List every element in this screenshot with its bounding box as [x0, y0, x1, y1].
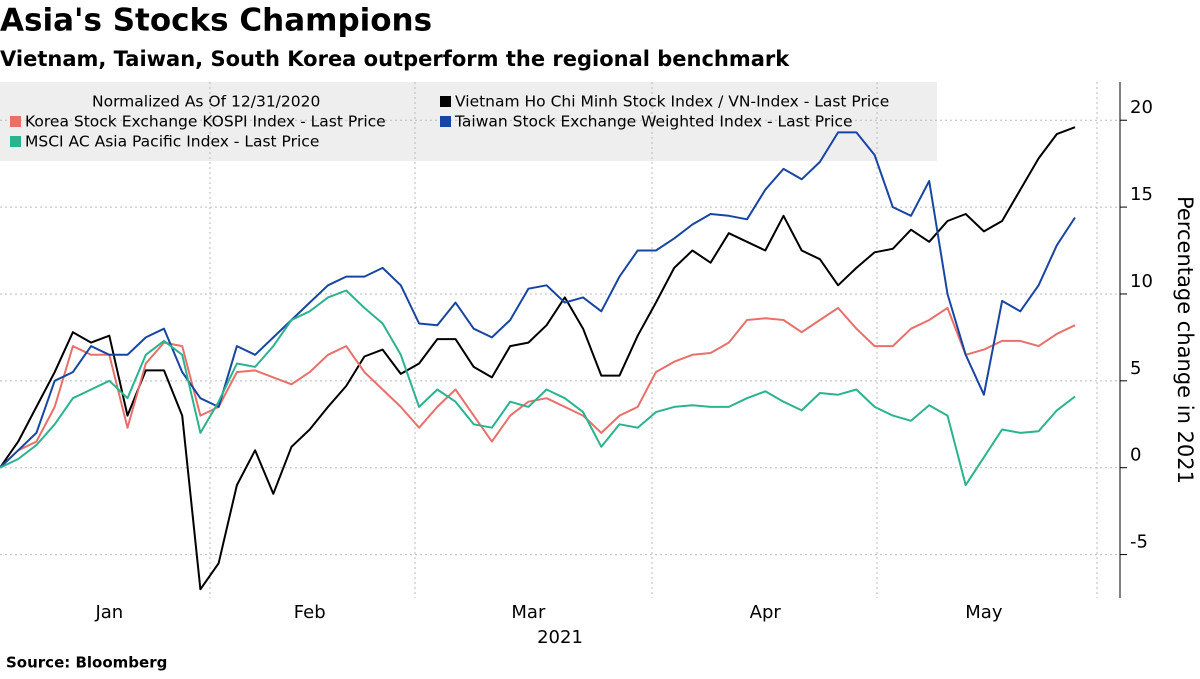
y-tick-label: 10 [1130, 271, 1153, 292]
source: Source: Bloomberg [6, 654, 167, 672]
legend-swatch [440, 96, 451, 107]
legend-swatch [440, 116, 451, 127]
legend-label: Korea Stock Exchange KOSPI Index - Last … [25, 113, 386, 131]
legend-title: Normalized As Of 12/31/2020 [92, 93, 320, 111]
legend-swatch [10, 116, 21, 127]
legend-swatch [10, 136, 21, 147]
series-line [0, 126, 1076, 591]
x-tick-label: Apr [750, 602, 782, 623]
chart-title: Asia's Stocks Champions [0, 3, 432, 39]
series-line [0, 289, 1076, 487]
x-tick-label: Jan [94, 602, 123, 623]
series-line [0, 131, 1076, 469]
series-line [0, 306, 1076, 469]
y-tick-label: 15 [1130, 184, 1153, 205]
y-tick-label: 20 [1130, 97, 1153, 118]
legend-label: Vietnam Ho Chi Minh Stock Index / VN-Ind… [455, 93, 889, 111]
legend-box [0, 82, 937, 161]
y-tick-label: 0 [1130, 445, 1141, 466]
y-axis-label: Percentage change in 2021 [1173, 196, 1197, 484]
chart-subtitle: Vietnam, Taiwan, South Korea outperform … [0, 47, 790, 71]
legend-label: MSCI AC Asia Pacific Index - Last Price [25, 133, 319, 151]
legend-label: Taiwan Stock Exchange Weighted Index - L… [454, 113, 853, 131]
y-tick-label: 5 [1130, 358, 1141, 379]
x-tick-label: May [965, 602, 1003, 623]
y-tick-label: -5 [1130, 532, 1148, 553]
x-tick-label: Mar [511, 602, 546, 623]
x-tick-label: Feb [294, 602, 326, 623]
x-axis-label: 2021 [537, 627, 583, 648]
